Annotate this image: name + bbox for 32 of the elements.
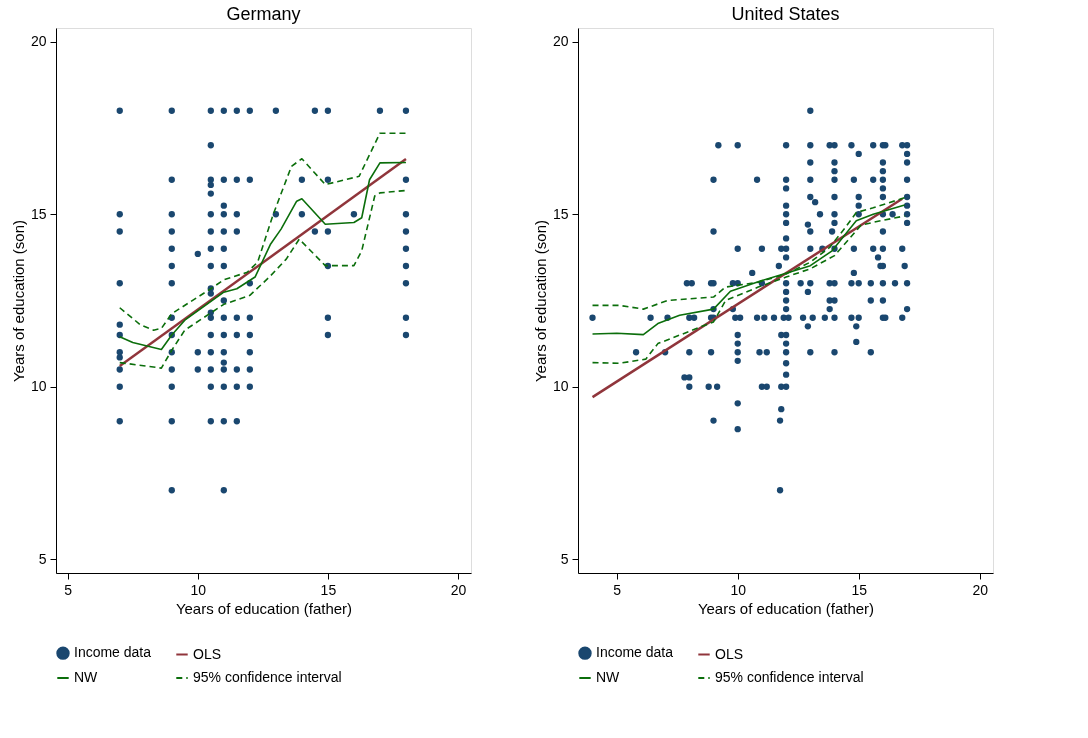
y-axis-title: Years of education (son) — [531, 219, 549, 383]
x-tick-label: 5 — [64, 581, 73, 598]
legend-label: Income data — [74, 644, 152, 661]
chart-title: United States — [731, 4, 840, 24]
line-series — [118, 189, 407, 369]
x-tick-label: 10 — [190, 581, 207, 598]
y-tick-label: 15 — [552, 205, 569, 222]
y-tick-label: 10 — [30, 378, 47, 395]
y-tick-label: 5 — [560, 550, 569, 567]
x-tick-label: 15 — [851, 581, 868, 598]
x-tick-label: 20 — [972, 581, 989, 598]
legend-label: 95% confidence interval — [193, 669, 342, 685]
y-axis-title: Years of education (son) — [9, 219, 27, 383]
y-tick-label: 20 — [552, 33, 569, 50]
legend-label: 95% confidence interval — [715, 669, 864, 685]
legend-label: Income data — [596, 644, 674, 661]
x-tick-label: 15 — [320, 581, 337, 598]
x-tick-label: 20 — [450, 581, 467, 598]
y-tick-label: 15 — [30, 205, 47, 222]
x-axis-title: Years of education (father) — [175, 599, 353, 617]
line-series — [118, 132, 407, 331]
legend-label: NW — [596, 669, 621, 685]
x-tick-label: 5 — [613, 581, 622, 598]
legend-label: OLS — [715, 645, 744, 662]
x-axis-title: Years of education (father) — [697, 599, 875, 617]
legend-label: OLS — [193, 645, 222, 662]
y-tick-label: 10 — [552, 378, 569, 395]
chart-title: Germany — [226, 4, 301, 24]
legend-label: NW — [74, 669, 99, 685]
x-tick-label: 10 — [730, 581, 747, 598]
y-tick-label: 5 — [38, 550, 47, 567]
y-tick-label: 20 — [30, 33, 47, 50]
